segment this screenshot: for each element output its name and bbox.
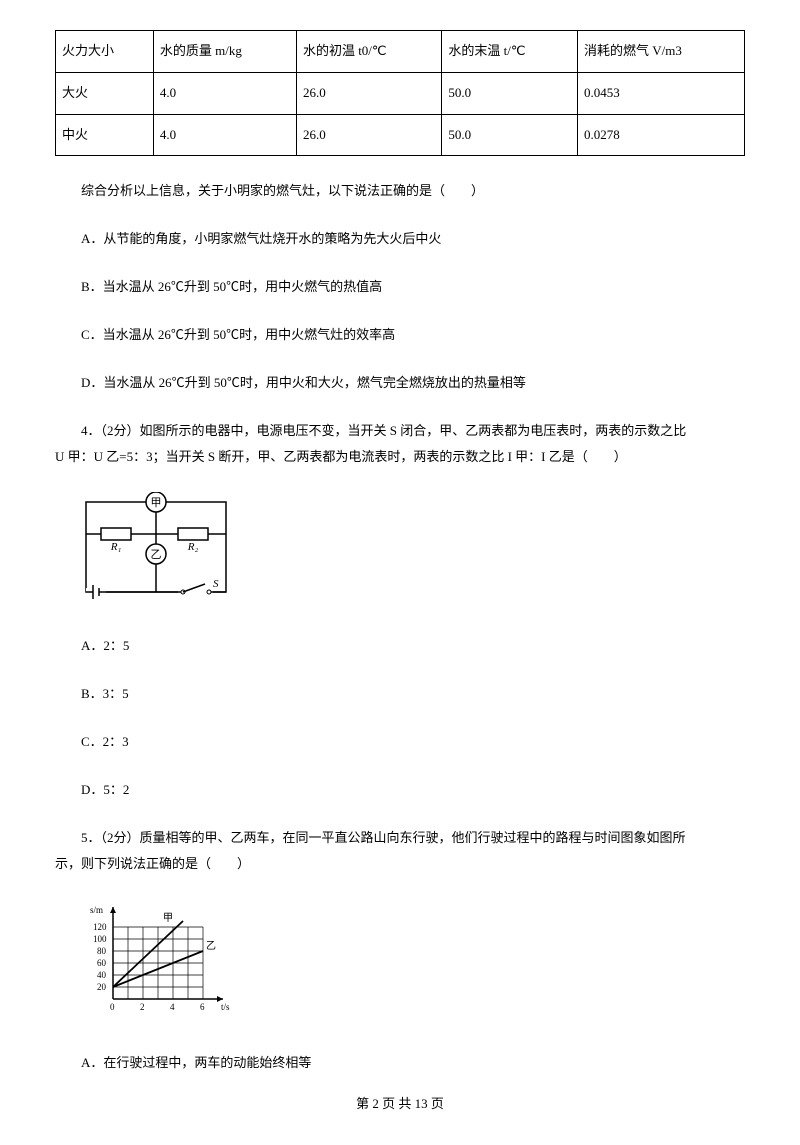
svg-text:s/m: s/m [90,905,103,915]
circuit-diagram: 甲 R₁ 乙 R₂ S [83,492,745,609]
q4-option-c: C．2：3 [55,729,745,755]
svg-text:60: 60 [97,958,107,968]
q4-option-a: A．2：5 [55,633,745,659]
q4-option-b: B．3：5 [55,681,745,707]
table-header-cell: 水的质量 m/kg [153,31,296,73]
q3-option-c: C．当水温从 26℃升到 50℃时，用中火燃气灶的效率高 [55,322,745,348]
table-row: 中火 4.0 26.0 50.0 0.0278 [56,114,745,156]
q3-intro: 综合分析以上信息，关于小明家的燃气灶，以下说法正确的是（ ） [55,178,745,204]
data-table: 火力大小 水的质量 m/kg 水的初温 t0/℃ 水的末温 t/℃ 消耗的燃气 … [55,30,745,156]
table-cell: 0.0278 [578,114,745,156]
svg-text:S: S [213,578,219,590]
distance-time-chart: 甲 乙 s/m 120 100 80 60 40 20 0 2 4 6 t/s [83,899,745,1026]
table-header-cell: 消耗的燃气 V/m3 [578,31,745,73]
table-cell: 大火 [56,72,154,114]
q4-text-line1: 4．（2分）如图所示的电器中，电源电压不变，当开关 S 闭合，甲、乙两表都为电压… [55,418,745,444]
svg-text:6: 6 [200,1002,205,1012]
table-cell: 50.0 [442,114,578,156]
table-cell: 26.0 [296,114,441,156]
table-row: 火力大小 水的质量 m/kg 水的初温 t0/℃ 水的末温 t/℃ 消耗的燃气 … [56,31,745,73]
svg-text:R₁: R₁ [110,541,122,553]
svg-text:R₂: R₂ [187,541,199,553]
table-header-cell: 火力大小 [56,31,154,73]
q3-option-d: D．当水温从 26℃升到 50℃时，用中火和大火，燃气完全燃烧放出的热量相等 [55,370,745,396]
table-header-cell: 水的末温 t/℃ [442,31,578,73]
table-cell: 4.0 [153,72,296,114]
q4-option-d: D．5：2 [55,777,745,803]
svg-text:100: 100 [93,934,107,944]
table-cell: 26.0 [296,72,441,114]
svg-text:乙: 乙 [151,548,162,561]
q5-option-a: A．在行驶过程中，两车的动能始终相等 [55,1050,745,1076]
svg-text:2: 2 [140,1002,145,1012]
svg-text:20: 20 [97,982,107,992]
meter-top-label: 甲 [151,497,162,509]
q3-option-a: A．从节能的角度，小明家燃气灶烧开水的策略为先大火后中火 [55,226,745,252]
svg-text:40: 40 [97,970,107,980]
svg-text:4: 4 [170,1002,175,1012]
table-header-cell: 水的初温 t0/℃ [296,31,441,73]
svg-text:0: 0 [110,1002,115,1012]
svg-text:甲: 甲 [163,913,173,924]
table-cell: 0.0453 [578,72,745,114]
q5-text-line2: 示，则下列说法正确的是（ ） [55,851,745,877]
svg-text:乙: 乙 [206,940,216,952]
svg-text:t/s: t/s [221,1002,230,1012]
table-cell: 50.0 [442,72,578,114]
table-cell: 4.0 [153,114,296,156]
page-footer: 第 2 页 共 13 页 [55,1094,745,1115]
svg-text:80: 80 [97,946,107,956]
q5-text-line1: 5．（2分）质量相等的甲、乙两车，在同一平直公路山向东行驶，他们行驶过程中的路程… [55,825,745,851]
table-cell: 中火 [56,114,154,156]
q4-text-line2: U 甲：U 乙=5：3；当开关 S 断开，甲、乙两表都为电流表时，两表的示数之比… [55,444,745,470]
q3-option-b: B．当水温从 26℃升到 50℃时，用中火燃气的热值高 [55,274,745,300]
svg-text:120: 120 [93,922,107,932]
table-row: 大火 4.0 26.0 50.0 0.0453 [56,72,745,114]
